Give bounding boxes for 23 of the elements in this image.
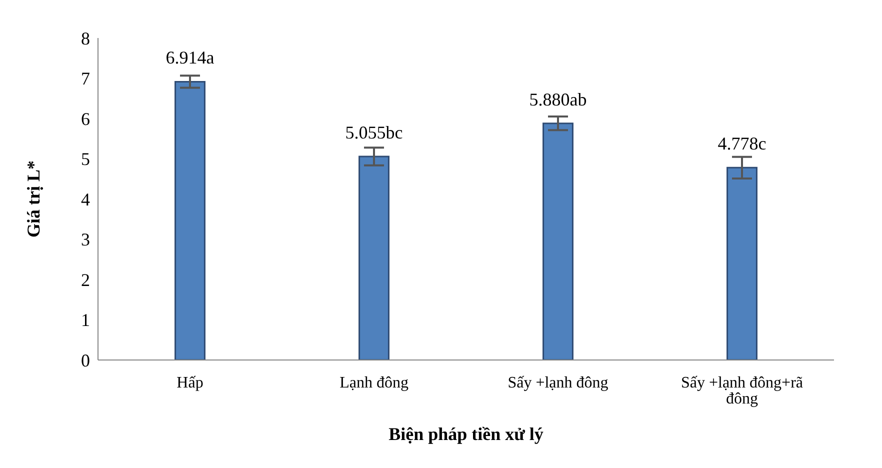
bar — [542, 122, 574, 360]
data-label: 5.055bc — [345, 122, 403, 143]
y-tick-label: 2 — [81, 270, 90, 290]
x-tick-label: Sấy +lạnh đông+rã đông — [680, 374, 804, 408]
bar — [726, 166, 758, 360]
data-label: 5.880ab — [529, 89, 587, 110]
y-tick-label: 1 — [81, 310, 90, 330]
y-tick-label: 6 — [81, 108, 90, 129]
x-axis-title: Biện pháp tiền xử lý — [388, 424, 544, 444]
y-tick-label: 7 — [81, 68, 90, 89]
bar — [174, 80, 206, 360]
y-tick-label: 4 — [81, 189, 90, 210]
y-axis-title: Giá trị L* — [23, 160, 44, 238]
y-tick-label: 0 — [81, 350, 90, 370]
x-tick-label: Lạnh đông — [340, 374, 408, 392]
y-tick-label: 8 — [81, 28, 90, 48]
data-label: 4.778c — [718, 134, 766, 154]
x-tick-label: Sấy +lạnh đông — [508, 374, 608, 392]
y-tick-label: 3 — [81, 230, 90, 250]
y-tick-label: 5 — [81, 149, 90, 170]
x-tick-label: Hấp — [176, 374, 204, 392]
data-label: 6.914a — [166, 48, 214, 68]
bar — [358, 156, 390, 360]
